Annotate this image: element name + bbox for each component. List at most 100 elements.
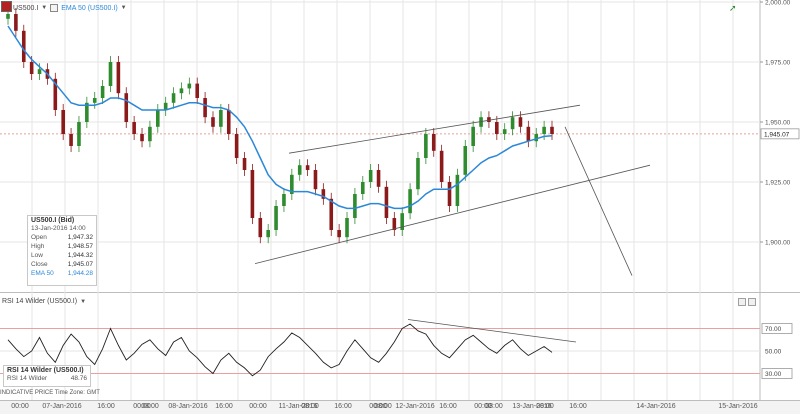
rsi-window-controls [738,298,756,306]
candle-body [408,189,412,214]
rsi-dropdown-icon[interactable]: ▼ [80,298,87,305]
pane-divider[interactable] [0,292,800,293]
candle-body [290,174,294,194]
candle-body [550,126,554,134]
candle-body [345,218,349,238]
candle-body [518,117,523,127]
time-tick-label: 08:00 [301,403,319,410]
time-tick-label: 00:00 [474,403,492,410]
channel-upper-line [288,104,581,154]
time-tick-label: 00:00 [133,403,151,410]
time-tick-label: 00:00 [11,403,29,410]
candle-body [219,110,223,127]
info-row-open: Open 1,947.32 [31,234,93,241]
candle-body [124,93,129,122]
rsi-pane[interactable]: 70.00 50.00 30.00 [0,292,800,400]
candle-body [108,62,113,86]
candle-body [92,98,97,103]
channel-lower-line [254,164,651,264]
rsi-level-badge [761,368,793,379]
candle-body [392,218,397,230]
candle-body [305,165,310,170]
y-tick-label: 2,000.00 [765,0,791,7]
trend-arrow-icon[interactable]: ➚ [729,3,737,13]
candle-body [376,170,381,187]
rsi-chart[interactable]: 70.00 50.00 30.00 [0,292,800,400]
candle-body [297,165,302,175]
time-axis: 00:00 07-Jan-2016 16:00 00:00 08:00 08-Jan-20… [0,400,800,414]
price-pane[interactable]: 2,000.00 1,975.00 1,950.00 1,925.00 1,900.00… [0,0,800,292]
ema-label: EMA 50 (US500.I) [61,4,118,12]
time-tick-label: 15-Jan-2016 [718,403,758,410]
candle-body [77,122,81,146]
symbol-dropdown-icon[interactable]: ▼ [41,5,48,11]
time-tick-label: 16:00 [215,403,233,410]
y-tick-label: 1,900.00 [765,240,791,247]
y-tick-label: 1,975.00 [765,60,791,67]
info-row-high: High 1,948.57 [31,243,93,250]
rsi-level-label: 50.00 [765,349,782,356]
candle-body [100,86,105,98]
rsi-line [7,323,553,377]
candle-body [234,134,239,158]
time-tick-label: 08:00 [141,403,159,410]
candle-body [384,186,389,218]
price-chart[interactable]: 2,000.00 1,975.00 1,950.00 1,925.00 1,900.00… [0,0,800,292]
candle-body [37,69,42,74]
candle-body [368,170,373,182]
candle-body [416,158,420,190]
time-tick-label: 07-Jan-2016 [42,403,82,410]
symbol-label: US500.I [13,4,39,12]
rsi-level-label: 70.00 [765,326,782,333]
info-row-close: Close 1,945.07 [31,261,93,268]
current-price-label: 1,945.07 [764,131,790,138]
candle-body [14,14,18,31]
candle-body [21,30,26,62]
candle-body [329,198,334,230]
info-row-low: Low 1,944.32 [31,252,93,259]
candle-body [195,83,200,98]
time-tick-label: 16:00 [97,403,115,410]
rsi-maximize-icon[interactable] [748,298,756,306]
candle-body [69,134,73,146]
candle-body [282,194,286,206]
time-tick-label: 16:00 [439,403,457,410]
candle-body [179,88,184,94]
symbol-settings-icon[interactable] [50,4,59,12]
rsi-box-label: RSI 14 Wilder [7,375,48,382]
candle-body [510,117,515,130]
candle-body [471,126,475,146]
candle-body [226,110,231,134]
candle-body [360,182,365,194]
time-tick-label: 08:00 [536,403,554,410]
candle-body [61,110,65,134]
candle-body [447,182,452,206]
time-tick-label: 00:00 [249,403,267,410]
time-tick-label: 08-Jan-2016 [168,403,208,410]
time-tick-label: 08:00 [374,403,392,410]
ohlc-info-box: US500.I (Bid) 13-Jan-2016 14:00 Open 1,94… [27,215,97,286]
candle-body [171,93,176,103]
candle-body [424,134,428,158]
candle-body [455,174,460,206]
ema-dropdown-icon[interactable]: ▼ [120,5,127,11]
time-tick-label: 12-Jan-2016 [395,403,435,410]
time-tick-label: 11-Jan-2016 [278,403,318,410]
candle-body [6,14,10,19]
candle-body [187,83,192,89]
info-row-ema: EMA 50 1,944.28 [31,270,93,277]
candle-body [29,62,34,74]
rsi-box-value: 48.76 [70,375,87,382]
candle-body [203,98,207,118]
rsi-level-label: 30.00 [765,371,782,378]
candle-body [400,213,405,230]
candle-body [163,102,168,110]
candle-body [542,126,546,134]
candle-body [534,134,539,142]
candle-body [266,230,270,238]
candle-body [140,134,144,142]
rsi-title: RSI 14 Wilder (US500.I) ▼ [2,298,86,305]
rsi-minimize-icon[interactable] [738,298,746,306]
time-tick-label: 14-Jan-2016 [636,403,676,410]
